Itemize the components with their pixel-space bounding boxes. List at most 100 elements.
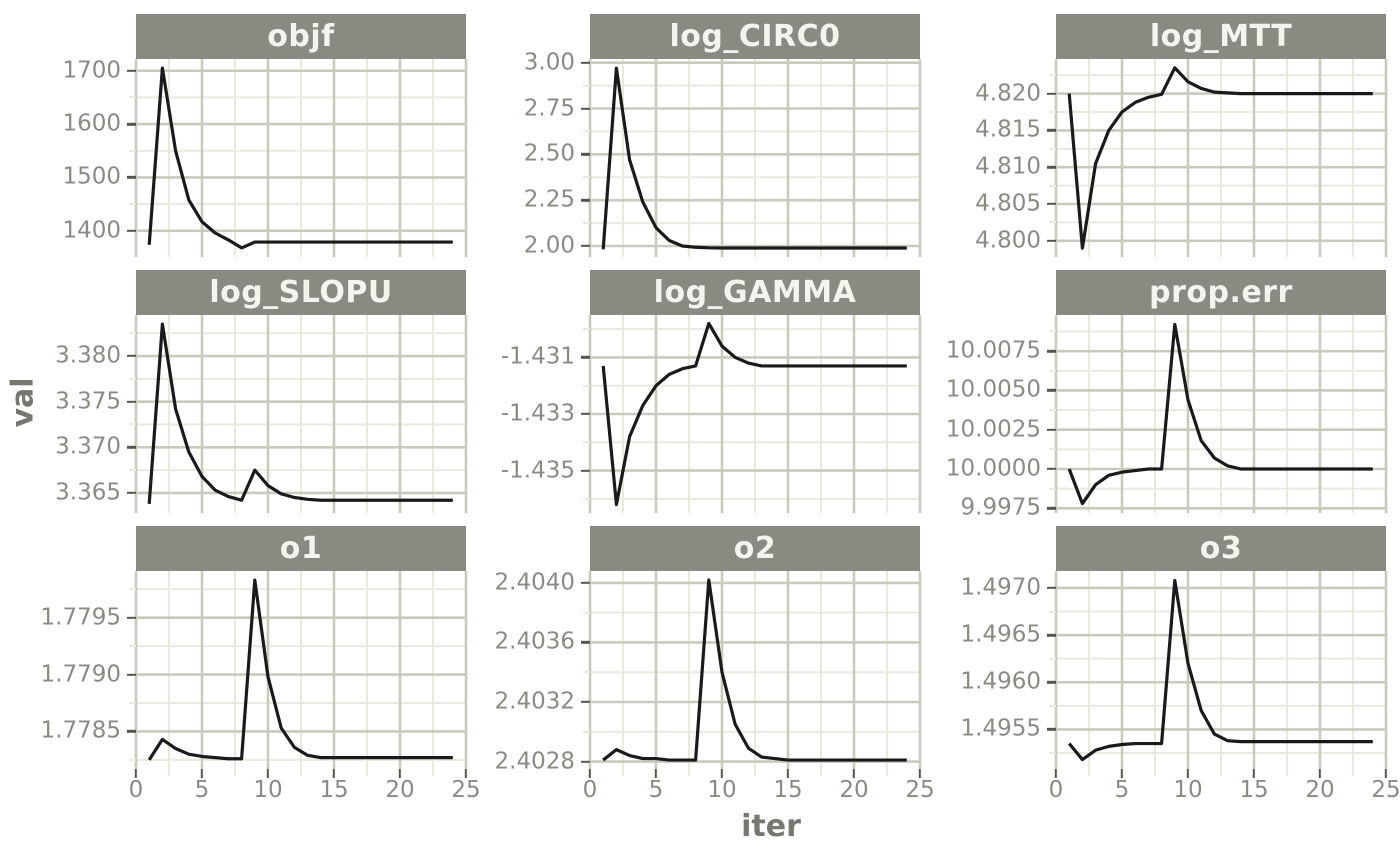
y-axis-labels-log_CIRC0: 2.00 2.25 2.50 2.75 3.00 — [488, 51, 590, 257]
x-tick-label: 0 — [1048, 777, 1064, 803]
y-axis-labels-log_MTT: 4.800 4.805 4.810 4.815 4.820 — [942, 59, 1056, 257]
x-minor-tick-mark — [820, 769, 822, 776]
y-tick-mark — [1047, 681, 1056, 684]
y-tick-mark — [127, 616, 136, 619]
x-tick-mark — [200, 769, 204, 778]
facet-strip-o1: o1 — [136, 526, 466, 571]
x-tick-label: 10 — [707, 777, 737, 803]
x-tick-mark — [654, 769, 658, 778]
y-tick-label: 10.0025 — [945, 416, 1041, 443]
y-axis-labels-o2: 2.4028 2.4032 2.4036 2.4040 — [488, 569, 590, 773]
y-tick-mark — [1047, 728, 1056, 731]
y-minor-tick-mark — [583, 730, 590, 733]
y-tick-mark — [127, 354, 136, 358]
x-minor-tick-mark — [754, 769, 756, 776]
y-minor-tick-mark — [1049, 704, 1056, 707]
x-minor-tick-mark — [1286, 769, 1288, 776]
x-tick-mark — [918, 769, 922, 778]
y-tick-mark — [581, 356, 590, 359]
facet-panel-o1 — [127, 571, 468, 778]
facet-panel-log_GAMMA — [581, 315, 920, 513]
y-axis-labels-o3: 1.4955 1.4960 1.4965 1.4970 — [942, 571, 1056, 769]
y-minor-tick-mark — [1049, 448, 1056, 451]
facet-plot-log_SLOPU — [136, 315, 466, 513]
x-minor-tick-mark — [300, 769, 302, 776]
facet-plot-o2 — [590, 571, 920, 769]
y-tick-label: 2.75 — [523, 95, 575, 121]
facet-plot-log_MTT — [1056, 59, 1386, 257]
y-tick-label: 3.370 — [55, 433, 121, 460]
y-tick-mark — [581, 198, 590, 202]
facet-panel-prop.err — [1047, 315, 1386, 513]
trace-line-objf — [149, 68, 453, 248]
x-minor-tick-mark — [688, 769, 690, 776]
facet-strip-o2: o2 — [590, 526, 920, 571]
facet-strip-o3: o3 — [1056, 526, 1386, 571]
y-minor-tick-mark — [583, 611, 590, 614]
facet-panel-o2 — [581, 571, 922, 778]
facet-panel-log_MTT — [1047, 59, 1386, 257]
y-axis-labels-prop.err: 9.9975 10.0000 10.0025 10.0050 10.0075 — [942, 315, 1056, 519]
facet-strip-log_CIRC0: log_CIRC0 — [590, 14, 920, 59]
y-tick-label: 3.380 — [55, 342, 121, 369]
y-minor-tick-mark — [129, 332, 136, 335]
trace-line-log_SLOPU — [149, 324, 453, 504]
x-tick-mark — [266, 769, 270, 778]
y-minor-tick-mark — [129, 203, 136, 206]
y-minor-tick-mark — [583, 497, 590, 500]
x-tick-mark — [134, 769, 138, 778]
facet-plot-prop.err — [1056, 315, 1386, 513]
y-minor-tick-mark — [1049, 657, 1056, 660]
y-tick-label: 2.4040 — [494, 569, 575, 596]
y-tick-mark — [127, 730, 136, 733]
y-tick-mark — [581, 412, 590, 416]
x-minor-tick-mark — [432, 769, 434, 776]
x-tick-label: 10 — [253, 777, 283, 803]
y-tick-mark — [1047, 165, 1056, 169]
x-tick-mark — [720, 769, 724, 778]
y-minor-tick-mark — [583, 328, 590, 331]
facet-grid: objf 1400 1500 1600 1700 log_CIRC0 2.00 2.25 2.5… — [41, 14, 1400, 809]
x-tick-mark — [332, 769, 336, 778]
y-tick-mark — [127, 122, 136, 126]
y-tick-label: 4.820 — [975, 80, 1041, 107]
y-tick-label: -1.431 — [500, 343, 575, 370]
y-minor-tick-mark — [129, 149, 136, 152]
y-minor-tick-mark — [1049, 369, 1056, 372]
y-tick-mark — [1047, 633, 1056, 637]
y-tick-label: 1.4960 — [960, 668, 1041, 695]
y-tick-mark — [1047, 92, 1056, 95]
y-tick-label: 3.375 — [55, 388, 121, 415]
y-axis-labels-log_SLOPU: 3.365 3.370 3.375 3.380 — [46, 315, 136, 513]
y-tick-label: 1.7795 — [40, 604, 121, 631]
y-minor-tick-mark — [1049, 110, 1056, 113]
y-tick-label: 2.4032 — [494, 688, 575, 715]
y-tick-label: 1400 — [62, 217, 121, 244]
x-tick-label: 5 — [648, 777, 664, 803]
y-tick-mark — [581, 760, 590, 763]
facet-panel-log_SLOPU — [127, 315, 466, 513]
x-tick-label: 15 — [319, 777, 349, 803]
x-tick-label: 10 — [1173, 777, 1203, 803]
y-minor-tick-mark — [1049, 330, 1056, 333]
y-tick-mark — [581, 700, 590, 704]
y-minor-tick-mark — [129, 96, 136, 99]
facet-plot-o1 — [136, 571, 466, 769]
y-minor-tick-mark — [129, 423, 136, 426]
trace-line-prop.err — [1069, 324, 1373, 503]
facet-panel-log_CIRC0 — [581, 59, 920, 257]
facet-strip-objf: objf — [136, 14, 466, 59]
x-tick-label: 25 — [905, 777, 935, 803]
x-minor-tick-mark — [886, 769, 888, 776]
y-minor-tick-mark — [583, 176, 590, 179]
trace-line-o2 — [603, 580, 907, 760]
x-tick-mark — [1054, 769, 1058, 778]
y-minor-tick-mark — [1049, 751, 1056, 754]
x-axis-labels: 0 5 10 15 20 25 — [1049, 769, 1400, 809]
x-tick-label: 15 — [773, 777, 803, 803]
y-tick-mark — [1047, 507, 1056, 510]
y-minor-tick-mark — [583, 671, 590, 674]
x-tick-mark — [1384, 769, 1388, 778]
y-tick-label: 10.0000 — [945, 455, 1041, 482]
